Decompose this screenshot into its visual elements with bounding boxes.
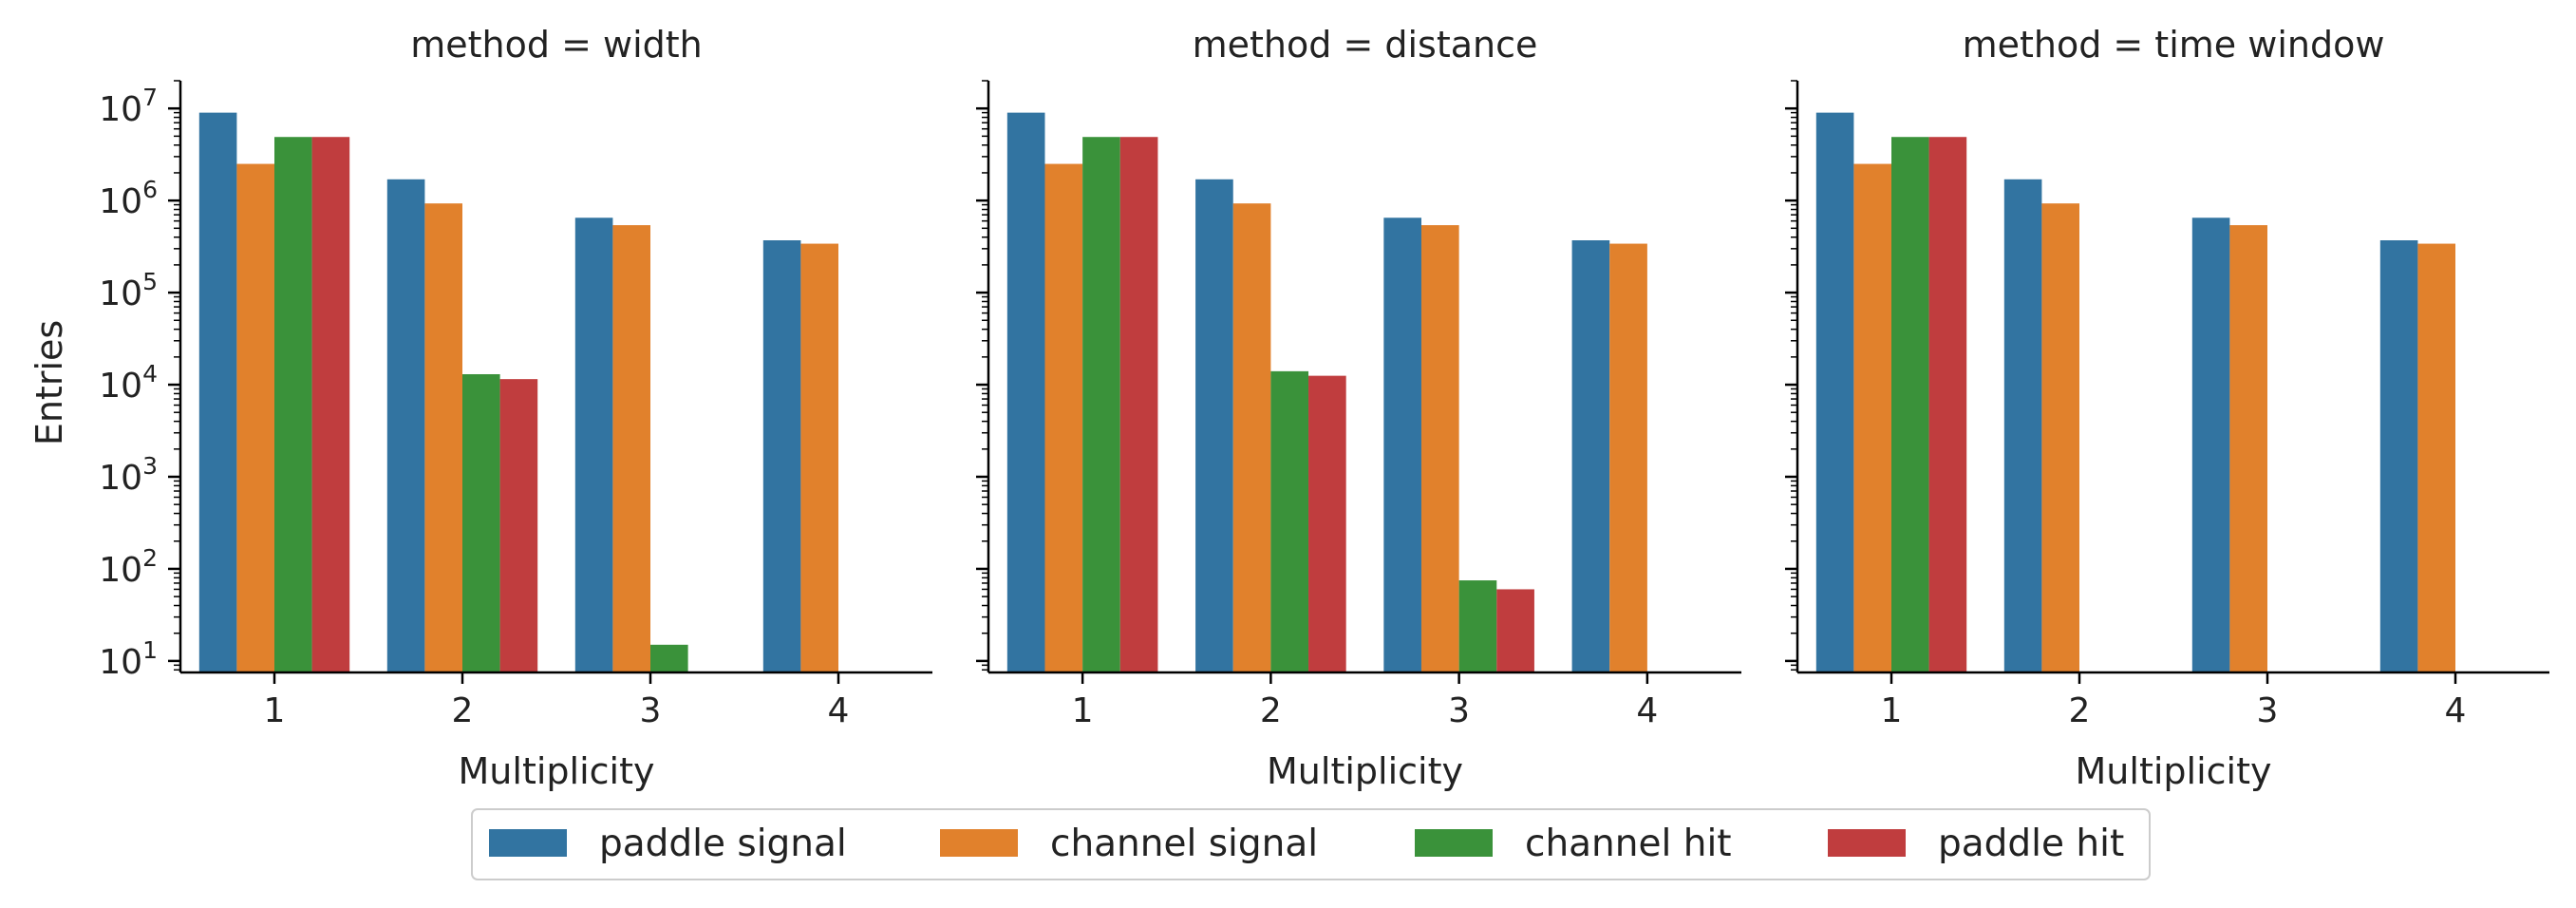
x-tick-label: 3 xyxy=(2257,691,2279,730)
y-tick-label: 103 xyxy=(99,452,158,498)
bar-channel-signal xyxy=(424,203,462,672)
bar-paddle-hit xyxy=(1496,589,1534,672)
bar-paddle-signal xyxy=(1006,112,1045,673)
y-axis-label: Entries xyxy=(28,320,70,445)
legend-entry: paddle signal xyxy=(489,823,847,865)
facet-panel-2: method = distance 1 2 3 4 Multiplicity xyxy=(976,24,1741,792)
x-tick-label: 4 xyxy=(828,691,850,730)
y-tick-label: 105 xyxy=(99,268,158,313)
facet-title: method = width xyxy=(410,24,703,66)
y-tick-label: 107 xyxy=(99,84,158,129)
bar-paddle-hit xyxy=(1928,137,1967,673)
bar-channel-signal xyxy=(2417,243,2455,672)
x-axis-label: Multiplicity xyxy=(459,750,655,792)
legend-label: channel signal xyxy=(1050,823,1318,865)
bar-channel-signal xyxy=(2041,203,2079,672)
bar-channel-hit xyxy=(1082,137,1120,673)
legend-swatch xyxy=(1415,829,1493,857)
bar-paddle-hit xyxy=(1119,137,1158,673)
bar-channel-hit xyxy=(1891,137,1929,673)
y-tick-label: 102 xyxy=(99,544,158,590)
bar-paddle-signal xyxy=(762,240,801,672)
bar-paddle-signal xyxy=(1815,112,1854,673)
bar-channel-signal xyxy=(1232,203,1271,672)
bar-paddle-signal xyxy=(198,112,237,673)
bar-paddle-signal xyxy=(1571,240,1610,672)
y-tick-label: 104 xyxy=(99,360,158,406)
y-tick-label: 101 xyxy=(99,636,158,682)
bar-paddle-hit xyxy=(311,137,350,673)
x-tick-label: 1 xyxy=(264,691,286,730)
bar-channel-hit xyxy=(274,137,312,673)
bar-channel-hit xyxy=(1270,370,1309,672)
x-tick-label: 2 xyxy=(2069,691,2091,730)
legend-entry: channel hit xyxy=(1415,823,1732,865)
bar-paddle-signal xyxy=(1195,179,1233,673)
x-axis-label: Multiplicity xyxy=(2076,750,2272,792)
bar-paddle-hit xyxy=(499,379,538,672)
facet-panel-3: method = time window 1 2 3 4 Multiplicity xyxy=(1785,24,2549,792)
y-tick-label: 106 xyxy=(99,176,158,221)
legend-label: paddle hit xyxy=(1938,823,2124,865)
bar-channel-signal xyxy=(612,225,650,672)
bar-paddle-signal xyxy=(1383,218,1421,672)
x-tick-label: 2 xyxy=(1260,691,1282,730)
legend-swatch xyxy=(489,829,567,857)
x-tick-label: 4 xyxy=(1636,691,1658,730)
legend-label: paddle signal xyxy=(599,823,847,865)
bar-paddle-signal xyxy=(386,179,425,673)
facet-title: method = time window xyxy=(1963,24,2385,66)
legend-entry: channel signal xyxy=(940,823,1318,865)
facets-layer: method = width 1 2 3 4 101 102 103 104 105 106 107 M… xyxy=(99,24,2549,792)
bar-channel-signal xyxy=(2229,225,2267,672)
x-tick-label: 3 xyxy=(640,691,662,730)
bar-channel-signal xyxy=(236,163,274,673)
bar-channel-signal xyxy=(1420,225,1459,672)
bar-paddle-hit xyxy=(1308,375,1346,672)
x-tick-label: 1 xyxy=(1881,691,1903,730)
bar-channel-signal xyxy=(1609,243,1647,672)
facet-panel-1: method = width 1 2 3 4 101 102 103 104 105 106 107 M… xyxy=(99,24,932,792)
bar-channel-signal xyxy=(1044,163,1083,673)
legend-label: channel hit xyxy=(1525,823,1732,865)
bar-channel-hit xyxy=(462,373,500,672)
facet-title: method = distance xyxy=(1193,24,1538,66)
bar-paddle-signal xyxy=(2379,240,2418,672)
legend-swatch xyxy=(940,829,1018,857)
legend: paddle signal channel signal channel hit pa… xyxy=(471,808,2151,880)
x-tick-label: 3 xyxy=(1448,691,1470,730)
bar-paddle-signal xyxy=(574,218,613,672)
bar-paddle-signal xyxy=(2191,218,2230,672)
bar-channel-signal xyxy=(800,243,838,672)
bar-paddle-signal xyxy=(2003,179,2042,673)
bar-channel-signal xyxy=(1853,163,1891,673)
x-tick-label: 2 xyxy=(452,691,474,730)
x-tick-label: 1 xyxy=(1072,691,1094,730)
legend-swatch xyxy=(1828,829,1906,857)
x-axis-label: Multiplicity xyxy=(1267,750,1463,792)
bar-channel-hit xyxy=(1458,580,1497,672)
bar-channel-hit xyxy=(650,644,688,672)
x-tick-label: 4 xyxy=(2445,691,2467,730)
legend-entry: paddle hit xyxy=(1828,823,2124,865)
legend-frame xyxy=(471,808,2151,880)
